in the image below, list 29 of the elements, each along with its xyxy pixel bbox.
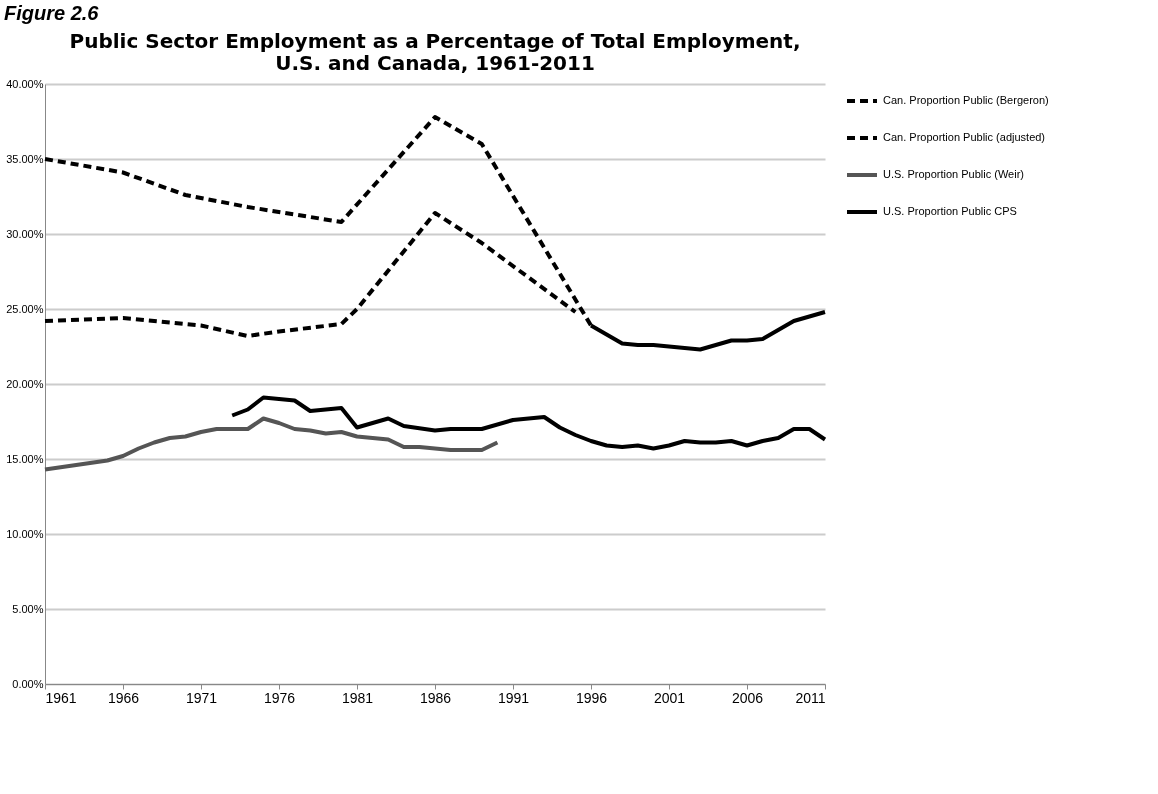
legend-label: U.S. Proportion Public CPS: [883, 205, 1017, 217]
line-series: [43, 416, 500, 472]
y-tick-label: 15.00%: [6, 452, 44, 465]
x-tick-label: 2001: [653, 689, 686, 706]
y-tick-label: 5.00%: [12, 602, 44, 615]
y-tick-label: 10.00%: [6, 527, 44, 540]
y-tick-label: 30.00%: [6, 227, 44, 240]
caption: Figure 2.6: [3, 1, 100, 26]
x-tick-label: 1991: [497, 689, 530, 706]
legend-label: Can. Proportion Public (Bergeron): [883, 94, 1049, 106]
x-tick-label: 1976: [263, 689, 296, 706]
chart-title: Public Sector Employment as a Percentage of Total Employment, U.S. and Canada, 1961-2011: [69, 29, 801, 75]
y-tick-label: 40.00%: [6, 77, 44, 90]
y-tick-label: 35.00%: [6, 152, 44, 165]
x-tick-label: 2006: [731, 689, 764, 706]
x-tick-label: 2011: [795, 689, 826, 706]
x-tick-label: 1996: [575, 689, 608, 706]
y-tick-label: 0.00%: [12, 677, 44, 690]
x-tick-label: 1981: [341, 689, 374, 706]
legend-label: Can. Proportion Public (adjusted): [883, 131, 1046, 143]
y-tick-label: 25.00%: [6, 302, 44, 315]
legend-label: U.S. Proportion Public (Weir): [883, 168, 1025, 180]
y-tick-label: 20.00%: [6, 377, 44, 390]
x-tick-label: 1986: [419, 689, 452, 706]
line-series: [230, 395, 827, 451]
x-tick-label: 1971: [185, 689, 218, 706]
x-tick-label: 1966: [107, 689, 140, 706]
line-series: [43, 211, 578, 338]
x-tick-label: 1961: [45, 689, 77, 706]
